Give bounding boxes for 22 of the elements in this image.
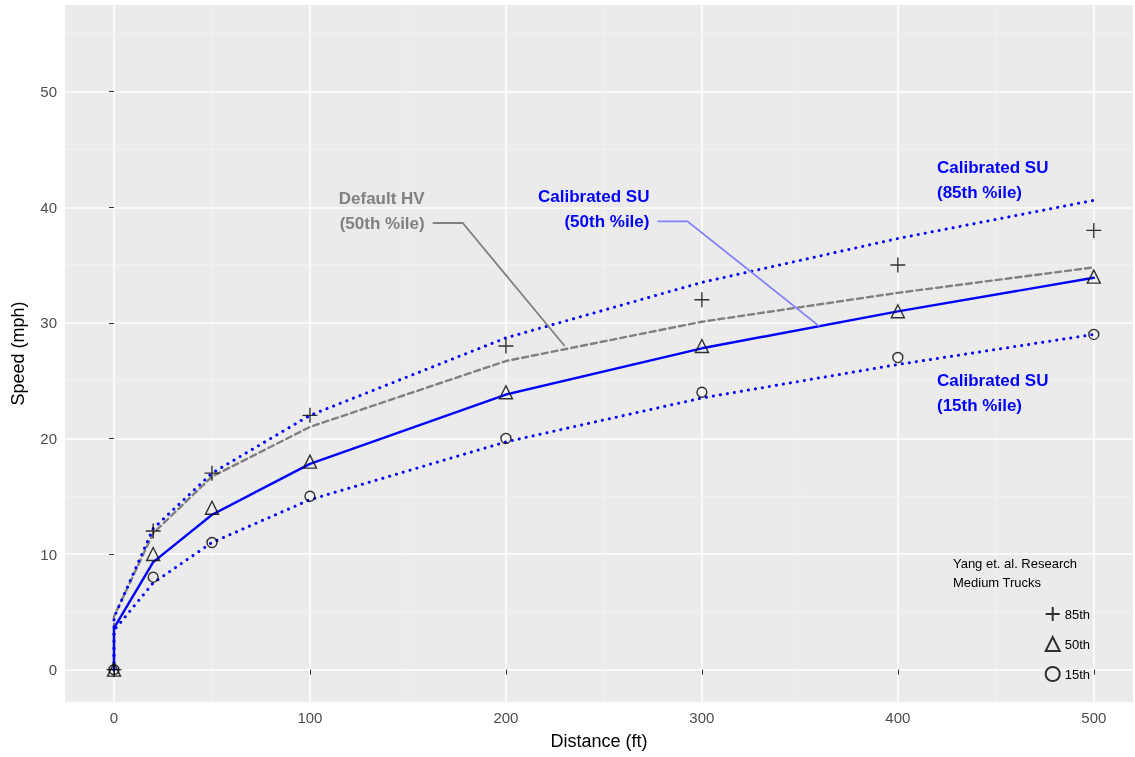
y-tick-label: 0	[48, 661, 57, 679]
y-tick-label: 40	[40, 198, 57, 216]
x-tick-label: 0	[109, 709, 119, 726]
legend-label: 50th	[1064, 636, 1091, 652]
y-tick-label: 30	[40, 314, 57, 332]
annotation: Default HV (50th %ile)	[338, 188, 426, 233]
y-axis-title: Speed (mph)	[8, 301, 28, 406]
legend-title: Yang et. al. Research Medium Trucks	[952, 556, 1078, 590]
legend-label: 15th	[1064, 666, 1091, 682]
y-tick-label: 50	[40, 83, 57, 101]
y-tick-label: 10	[40, 545, 57, 563]
annotation: Calibrated SU (85th %ile)	[937, 158, 1049, 202]
x-tick-label: 500	[1081, 709, 1107, 726]
x-axis-title: Distance (ft)	[550, 731, 648, 751]
y-tick-label: 20	[40, 429, 57, 447]
legend-label: 85th	[1064, 606, 1091, 622]
x-tick-label: 200	[493, 709, 519, 726]
x-tick-label: 100	[297, 709, 323, 726]
annotation: Calibrated SU (15th %ile)	[937, 371, 1049, 415]
annotation: Calibrated SU (50th %ile)	[537, 187, 650, 232]
x-tick-label: 400	[885, 709, 911, 726]
x-tick-label: 300	[689, 709, 715, 726]
